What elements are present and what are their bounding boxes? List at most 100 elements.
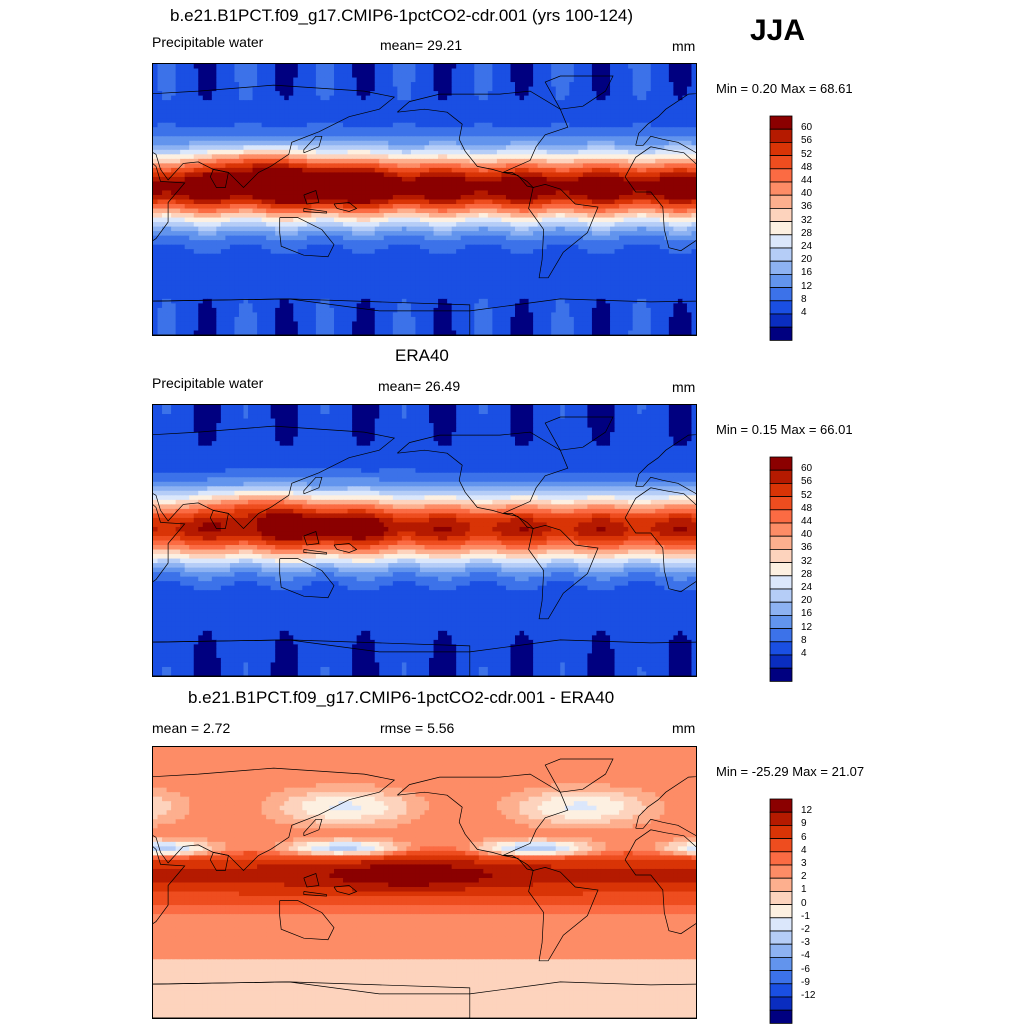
coastline [528,867,599,962]
colorbar-tick-label: -12 [801,990,815,1001]
colorbar-tick-label: 9 [801,818,807,829]
coastline [635,776,696,836]
colorbar-tick-label: 40 [801,529,812,540]
coastline [624,829,696,935]
panel-2-variable-label: Precipitable water [152,375,263,391]
colorbar-box [769,128,793,143]
coastline [153,981,471,1018]
panel-2-mean-label: mean= 26.49 [378,378,460,394]
colorbar-box [769,811,793,826]
colorbar-box [769,575,793,590]
colorbar-box [769,588,793,603]
colorbar-box [769,864,793,879]
colorbar-tick-label: 4 [801,307,807,318]
map-field [153,64,696,335]
coastline [303,818,323,837]
coastline [279,558,335,599]
panel-1-map [152,63,697,336]
colorbar-box [769,141,793,156]
colorbar-box [769,456,793,471]
coastline [397,773,569,856]
colorbar-box [769,877,793,892]
coastline [635,93,696,153]
coastline [333,543,358,553]
colorbar-tick-label: -1 [801,911,810,922]
colorbar-box [769,614,793,629]
colorbar-box [769,601,793,616]
colorbar-box [769,287,793,302]
coastline [153,84,396,188]
colorbar-box [769,247,793,262]
colorbar-box [769,300,793,315]
colorbar-tick-label: 1 [801,884,807,895]
coastline [303,476,323,495]
colorbar-tick-label: 4 [801,648,807,659]
colorbar-tick-label: 12 [801,805,812,816]
colorbar-tick-label: 12 [801,281,812,292]
colorbar-box [769,654,793,669]
colorbar-box [769,326,793,341]
panel-3-rmse-label: rmse = 5.56 [380,720,454,736]
panel-1-units-label: mm [672,38,695,54]
colorbar-box [769,496,793,511]
colorbar-box [769,168,793,183]
colorbar-tick-label: 44 [801,175,812,186]
colorbar-tick-label: 8 [801,294,807,305]
coastline [303,208,327,214]
panel-2-colorbar: 60 56 52 48 44 40 36 32 28 24 20 16 12 8 4 [769,456,812,682]
colorbar-box [769,509,793,524]
panel-1-mean-label: mean= 29.21 [380,37,462,53]
colorbar-tick-label: 60 [801,122,812,133]
panel-3-mean-label: mean = 2.72 [152,720,230,736]
colorbar-tick-label: 16 [801,608,812,619]
colorbar-tick-label: 44 [801,516,812,527]
colorbar-box [769,798,793,813]
panel-1-title: b.e21.B1PCT.f09_g17.CMIP6-1pctCO2-cdr.00… [170,6,633,26]
colorbar-box [769,273,793,288]
colorbar-box [769,522,793,537]
colorbar-box [769,115,793,130]
colorbar-tick-label: 32 [801,556,812,567]
panel-3-map [152,746,697,1019]
map-field [153,747,696,1018]
colorbar-tick-label: 3 [801,858,807,869]
colorbar-box [769,194,793,209]
panel-3-minmax-label: Min = -25.29 Max = 21.07 [716,764,864,779]
colorbar-boxes [769,456,793,682]
colorbar-box [769,562,793,577]
coastline [635,434,696,494]
colorbar-box [769,234,793,249]
panel-3-colorbar: 12 9 6 4 3 2 1 0 -1 -2 -3 -4 -6 -9 -12 [769,798,815,1024]
panel-2-title: ERA40 [395,346,449,366]
coastline [624,487,696,593]
coastline [153,425,396,529]
colorbar-box [769,891,793,906]
colorbar-tick-label: 6 [801,832,807,843]
coastline [397,90,569,173]
colorbar-tick-label: 24 [801,241,812,252]
colorbar-tick-label: 20 [801,254,812,265]
colorbar-tick-label: 56 [801,476,812,487]
coastline [528,184,599,279]
colorbar-tick-label: 4 [801,845,807,856]
colorbar-box [769,469,793,484]
coastline [397,431,569,514]
coastline [544,758,614,793]
coastline [153,298,471,335]
panel-3-units-label: mm [672,720,695,736]
panel-1-colorbar: 60 56 52 48 44 40 36 32 28 24 20 16 12 8 4 [769,115,812,341]
colorbar-box [769,824,793,839]
coastline [209,852,229,871]
colorbar-box [769,943,793,958]
colorbar-tick-label: 8 [801,635,807,646]
coastline [303,531,320,546]
colorbar-box [769,482,793,497]
map-field [153,405,696,676]
colorbar-tick-label: 0 [801,898,807,909]
colorbar-box [769,260,793,275]
coastline [303,891,327,897]
colorbar-box [769,956,793,971]
colorbar-box [769,930,793,945]
colorbar-tick-label: 28 [801,228,812,239]
coastline [333,885,358,895]
